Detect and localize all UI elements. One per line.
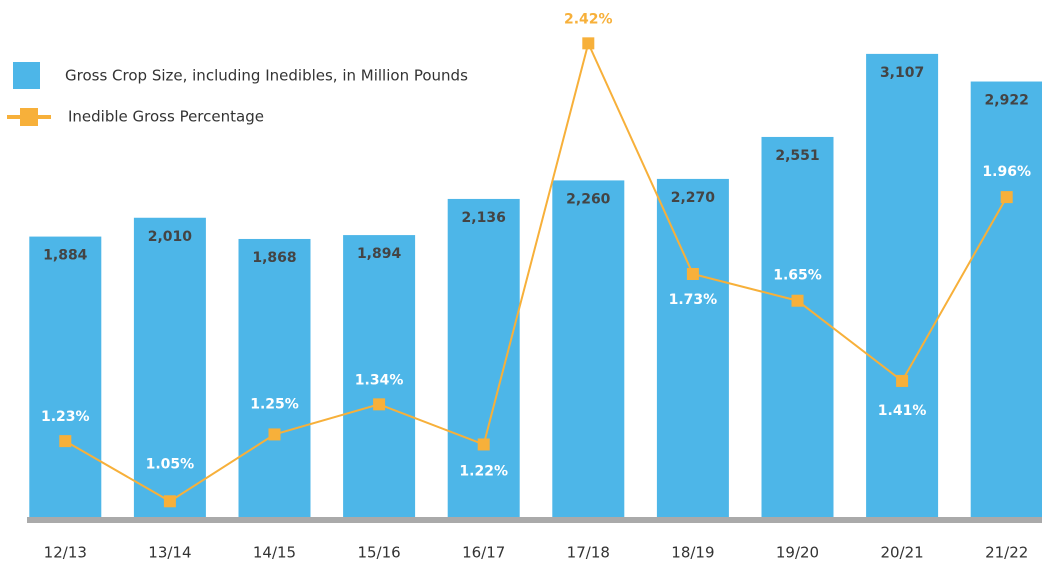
line-value-label: 1.73% (669, 292, 718, 308)
legend-swatch (13, 62, 40, 89)
bar (29, 236, 102, 518)
line-marker (582, 37, 595, 50)
x-tick-label: 17/18 (567, 544, 610, 562)
line-value-label: 1.05% (146, 456, 195, 472)
line-value-label: 1.65% (773, 268, 822, 284)
line-marker (791, 294, 804, 307)
x-tick-label: 16/17 (462, 544, 505, 562)
bar (238, 238, 311, 518)
x-tick-label: 13/14 (148, 544, 191, 562)
legend-label: Inedible Gross Percentage (68, 108, 264, 126)
line-marker (59, 435, 72, 448)
bar-value-label: 1,868 (252, 250, 296, 266)
x-tick-label: 18/19 (671, 544, 714, 562)
x-tick-label: 14/15 (253, 544, 296, 562)
bar-value-label: 2,010 (148, 229, 193, 245)
line-marker (373, 398, 386, 411)
legend-label: Gross Crop Size, including Inedibles, in… (65, 67, 468, 85)
x-tick-label: 12/13 (44, 544, 87, 562)
bar-value-label: 2,136 (462, 210, 506, 226)
bar (447, 198, 520, 518)
line-marker (1000, 191, 1013, 204)
line-value-label: 1.23% (41, 409, 90, 425)
line (64, 40, 1008, 503)
bar-value-label: 2,551 (775, 148, 819, 164)
line-value-label: 1.96% (982, 164, 1031, 180)
bar (133, 217, 206, 518)
line-value-label: 2.42% (564, 11, 613, 27)
bar-value-label: 2,260 (566, 191, 611, 207)
bar-value-label: 2,922 (985, 93, 1029, 109)
x-tick-label: 20/21 (880, 544, 923, 562)
line-marker (896, 374, 909, 387)
bar-value-label: 1,894 (357, 246, 402, 262)
bar (761, 136, 834, 518)
bar (656, 178, 729, 518)
line-marker (163, 495, 176, 508)
line-value-label: 1.25% (250, 396, 299, 412)
bar (343, 235, 416, 519)
bar (970, 81, 1042, 519)
line-value-label: 1.41% (878, 403, 927, 419)
x-axis (27, 517, 1042, 523)
line-marker (477, 438, 490, 451)
bar (866, 53, 939, 518)
bar-value-label: 3,107 (880, 65, 924, 81)
bar-value-label: 1,884 (43, 248, 88, 264)
x-tick-label: 15/16 (357, 544, 400, 562)
bar (552, 180, 625, 518)
bar-value-label: 2,270 (671, 190, 716, 206)
x-tick-label: 21/22 (985, 544, 1028, 562)
line-value-label: 1.22% (459, 463, 508, 479)
line-marker (268, 428, 281, 441)
x-tick-label: 19/20 (776, 544, 819, 562)
legend-swatch (20, 108, 38, 126)
line-value-label: 1.34% (355, 372, 404, 388)
line-marker (686, 267, 699, 280)
